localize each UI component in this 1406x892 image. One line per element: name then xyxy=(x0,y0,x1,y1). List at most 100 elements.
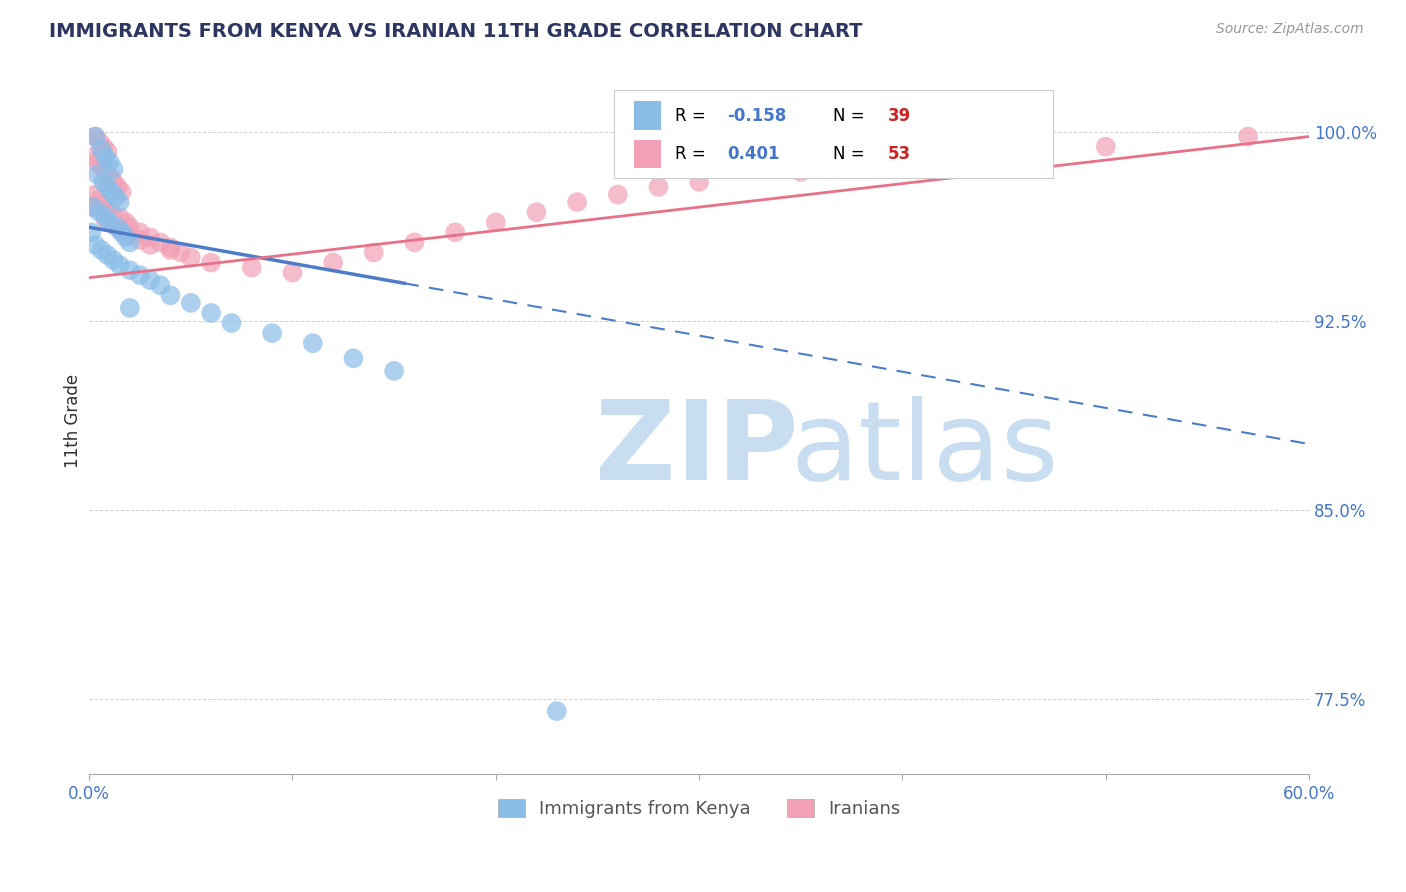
Point xyxy=(382,364,405,378)
Point xyxy=(159,288,181,302)
Point xyxy=(891,154,914,169)
Point xyxy=(82,200,104,214)
Point xyxy=(90,142,112,156)
Point xyxy=(485,215,508,229)
Point xyxy=(647,180,669,194)
Point xyxy=(103,218,125,232)
Point xyxy=(546,704,568,718)
Point xyxy=(94,210,117,224)
Point xyxy=(86,167,108,181)
Point xyxy=(103,253,125,268)
Text: R =: R = xyxy=(675,106,710,125)
Text: 39: 39 xyxy=(889,106,911,125)
Point xyxy=(200,255,222,269)
Point xyxy=(89,135,111,149)
Point xyxy=(129,268,152,282)
Point xyxy=(301,336,323,351)
Point xyxy=(118,220,141,235)
Point xyxy=(149,235,172,250)
Point xyxy=(94,165,117,179)
Point xyxy=(1094,139,1116,153)
Point xyxy=(139,273,162,287)
Y-axis label: 11th Grade: 11th Grade xyxy=(65,375,82,468)
Text: -0.158: -0.158 xyxy=(727,106,786,125)
Point xyxy=(89,193,111,207)
Point xyxy=(688,175,710,189)
Text: N =: N = xyxy=(834,145,870,163)
Text: 53: 53 xyxy=(889,145,911,163)
Text: Source: ZipAtlas.com: Source: ZipAtlas.com xyxy=(1216,22,1364,37)
Point xyxy=(322,255,344,269)
Point xyxy=(104,190,127,204)
Point xyxy=(790,165,813,179)
Point xyxy=(96,202,118,217)
Text: 0.401: 0.401 xyxy=(727,145,780,163)
Point xyxy=(444,225,467,239)
Point xyxy=(90,160,112,174)
Point xyxy=(84,129,107,144)
Point xyxy=(129,233,152,247)
Point xyxy=(100,185,122,199)
Text: atlas: atlas xyxy=(790,396,1059,503)
Point xyxy=(118,263,141,277)
Point xyxy=(90,243,112,257)
Point xyxy=(565,195,588,210)
Point xyxy=(108,195,131,210)
Text: N =: N = xyxy=(834,106,870,125)
Point xyxy=(98,169,121,184)
Point xyxy=(139,238,162,252)
Point xyxy=(526,205,548,219)
Point xyxy=(96,180,118,194)
Point xyxy=(404,235,426,250)
Point xyxy=(107,220,129,235)
Point xyxy=(80,225,103,239)
Point xyxy=(281,266,304,280)
Point xyxy=(108,258,131,272)
Text: R =: R = xyxy=(675,145,710,163)
Point xyxy=(84,238,107,252)
Point xyxy=(221,316,243,330)
Point xyxy=(114,215,136,229)
Point xyxy=(262,326,284,340)
Point xyxy=(159,240,181,254)
FancyBboxPatch shape xyxy=(634,140,661,169)
Point xyxy=(118,235,141,250)
Point xyxy=(94,150,117,164)
Point xyxy=(606,187,628,202)
Point xyxy=(180,296,202,310)
Point xyxy=(240,260,263,275)
Point xyxy=(129,225,152,239)
Point xyxy=(82,150,104,164)
Point xyxy=(107,180,129,194)
Point xyxy=(108,223,131,237)
Text: ZIP: ZIP xyxy=(595,396,799,503)
FancyBboxPatch shape xyxy=(614,90,1053,178)
Point xyxy=(98,215,121,229)
Legend: Immigrants from Kenya, Iranians: Immigrants from Kenya, Iranians xyxy=(491,791,908,825)
FancyBboxPatch shape xyxy=(634,102,661,129)
Point xyxy=(93,139,115,153)
Point xyxy=(93,175,115,189)
Text: IMMIGRANTS FROM KENYA VS IRANIAN 11TH GRADE CORRELATION CHART: IMMIGRANTS FROM KENYA VS IRANIAN 11TH GR… xyxy=(49,22,863,41)
Point xyxy=(84,129,107,144)
Point xyxy=(1237,129,1260,144)
Point xyxy=(94,212,117,227)
Point xyxy=(342,351,364,366)
Point xyxy=(1339,124,1361,138)
Point xyxy=(111,185,134,199)
Point xyxy=(149,278,172,293)
Point xyxy=(98,154,121,169)
Point xyxy=(200,306,222,320)
Point xyxy=(103,175,125,189)
Point xyxy=(111,225,134,239)
Point xyxy=(118,301,141,315)
Point xyxy=(118,227,141,242)
Point xyxy=(180,251,202,265)
Point xyxy=(82,200,104,214)
Point xyxy=(96,248,118,262)
Point xyxy=(100,205,122,219)
Point xyxy=(93,197,115,211)
Point xyxy=(139,230,162,244)
Point xyxy=(103,162,125,177)
Point xyxy=(86,154,108,169)
